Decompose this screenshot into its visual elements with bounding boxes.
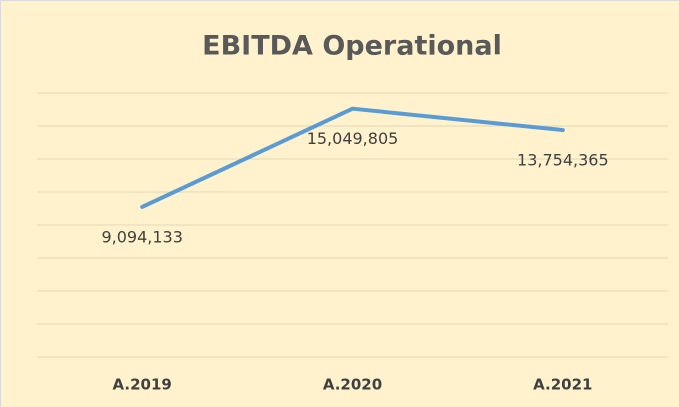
x-tick-label: A.2020 — [323, 376, 382, 394]
x-tick-label: A.2019 — [112, 376, 171, 394]
data-label: 15,049,805 — [307, 129, 399, 148]
chart-title: EBITDA Operational — [202, 31, 502, 62]
data-label: 9,094,133 — [101, 227, 182, 246]
data-label: 13,754,365 — [517, 151, 609, 170]
data-line — [140, 106, 565, 209]
x-tick-label: A.2021 — [533, 376, 592, 394]
